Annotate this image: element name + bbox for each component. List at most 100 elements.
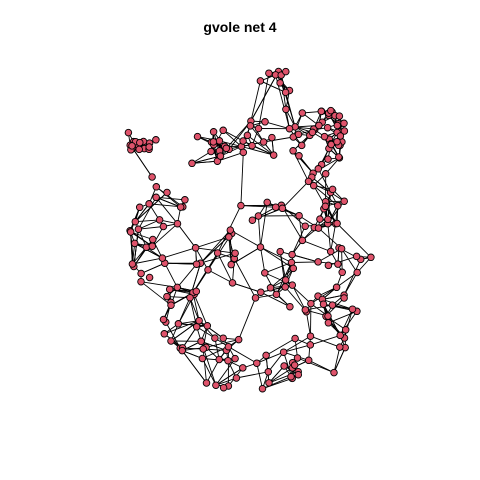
edge — [260, 246, 294, 269]
node — [248, 141, 256, 150]
node — [320, 132, 329, 141]
node — [192, 323, 201, 331]
node — [348, 305, 357, 313]
node — [286, 302, 294, 311]
edge — [264, 262, 292, 274]
node — [279, 348, 288, 356]
node — [256, 77, 265, 85]
node — [334, 260, 342, 268]
node — [216, 152, 225, 160]
edge — [310, 335, 340, 348]
node — [265, 379, 273, 387]
node — [149, 235, 157, 244]
node — [203, 322, 212, 330]
edge — [228, 236, 232, 265]
edge — [298, 215, 303, 241]
edge — [135, 219, 160, 223]
node — [130, 239, 139, 248]
edge — [134, 203, 150, 222]
node — [258, 384, 267, 393]
node — [263, 198, 271, 207]
edge — [343, 259, 362, 296]
node — [128, 142, 136, 150]
edge — [283, 335, 311, 353]
node — [261, 118, 269, 126]
edge — [193, 294, 208, 326]
node — [298, 236, 307, 245]
node — [135, 145, 143, 154]
edge — [200, 229, 231, 264]
edge — [302, 239, 331, 252]
node — [271, 203, 280, 211]
edge — [328, 310, 358, 324]
node — [321, 170, 330, 178]
edge — [240, 205, 276, 208]
node — [131, 217, 140, 226]
node — [266, 284, 275, 292]
node — [199, 345, 207, 353]
node — [227, 260, 235, 269]
node — [192, 287, 201, 296]
node — [253, 359, 261, 367]
edge — [317, 168, 331, 193]
node — [152, 193, 160, 202]
node — [335, 112, 344, 120]
edge — [140, 262, 165, 274]
edge — [310, 286, 337, 304]
node — [152, 136, 160, 144]
node — [268, 133, 276, 142]
edge — [238, 297, 256, 340]
edge — [134, 192, 168, 223]
node — [145, 143, 153, 151]
edge — [310, 334, 341, 346]
edge — [256, 363, 263, 389]
edge — [268, 371, 299, 384]
edge — [305, 304, 333, 311]
node — [228, 279, 237, 287]
node — [231, 249, 239, 257]
edge — [207, 269, 233, 284]
node — [134, 225, 143, 233]
node — [173, 219, 182, 228]
plot-title: gvole net 4 — [203, 19, 277, 35]
edge — [297, 357, 335, 374]
node — [272, 290, 281, 299]
node — [257, 288, 265, 296]
edge — [177, 223, 196, 249]
edge — [264, 272, 277, 295]
edge — [267, 351, 284, 373]
edge — [333, 347, 346, 373]
node — [186, 293, 194, 302]
edge — [202, 348, 207, 384]
edge — [133, 229, 139, 267]
node — [159, 222, 168, 231]
edge — [232, 282, 261, 293]
node — [167, 301, 175, 309]
node — [276, 79, 284, 87]
node — [281, 276, 290, 284]
node — [239, 364, 247, 372]
edge — [241, 146, 274, 156]
edge — [291, 284, 306, 311]
node — [336, 331, 344, 340]
edge — [130, 231, 153, 247]
node-layer — [124, 67, 375, 393]
node — [314, 165, 323, 173]
node — [295, 152, 303, 160]
edge — [215, 367, 244, 386]
node — [209, 128, 218, 136]
node — [337, 244, 346, 253]
node — [239, 148, 248, 157]
node — [124, 128, 133, 137]
node — [333, 219, 341, 228]
node — [222, 144, 231, 153]
node — [306, 341, 315, 349]
node — [163, 188, 171, 197]
edge — [257, 215, 261, 248]
node — [248, 216, 257, 224]
edge — [264, 121, 290, 130]
edge — [330, 223, 337, 252]
node — [224, 356, 232, 365]
node — [276, 247, 284, 256]
